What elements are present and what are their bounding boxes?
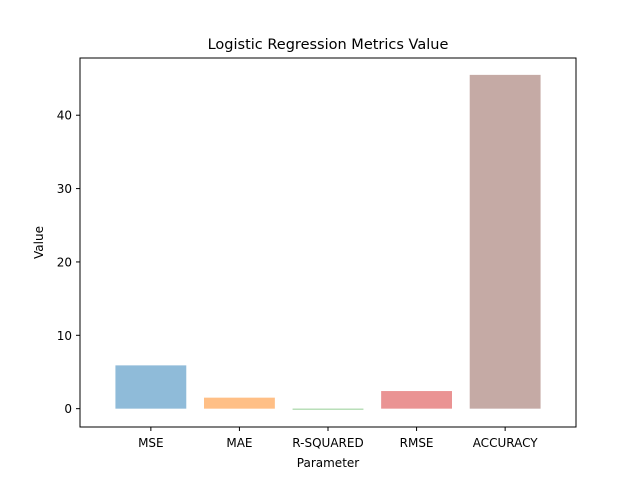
bar-r-squared [292,408,364,410]
bar-accuracy [469,74,541,409]
y-axis-ticks: 0 10 20 30 40 [57,109,80,416]
x-tick-label: MAE [226,436,252,450]
y-tick-label: 40 [57,109,72,123]
x-tick-label: RMSE [400,436,434,450]
x-axis-label: Parameter [297,456,359,470]
x-axis-ticks: MSE MAE R-SQUARED RMSE ACCURACY [138,427,538,450]
bars-layer [115,74,541,410]
plot-frame [79,57,577,428]
x-tick-label: ACCURACY [473,436,539,450]
bar-rmse [381,391,452,409]
x-tick-label: R-SQUARED [292,436,363,450]
bar-mse [115,365,187,409]
x-tick-label: MSE [138,436,164,450]
y-tick-label: 20 [57,255,72,269]
bar-mae [204,397,275,409]
chart-title: Logistic Regression Metrics Value [208,37,449,53]
y-tick-label: 10 [57,329,72,343]
y-axis-label: Value [32,226,46,259]
y-tick-label: 0 [64,402,72,416]
y-tick-label: 30 [57,182,72,196]
